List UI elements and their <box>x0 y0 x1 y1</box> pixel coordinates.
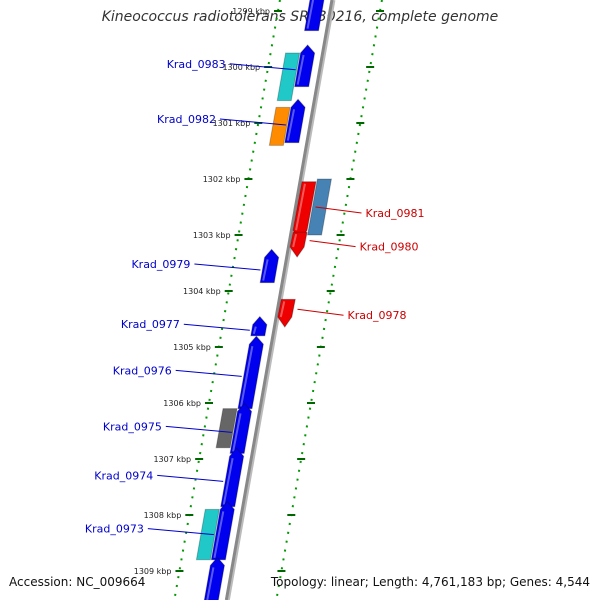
gene-label-leader <box>165 425 232 433</box>
genome-summary: Topology: linear; Length: 4,761,183 bp; … <box>270 575 590 589</box>
gene-label: Krad_0976 <box>113 364 172 377</box>
gene-label: Krad_0980 <box>360 241 419 254</box>
gene-label-leader <box>219 118 286 126</box>
axis-tick-label: 1302 kbp <box>203 175 241 184</box>
axis-tick-label: 1299 kbp <box>232 7 270 16</box>
gene-label-leader <box>297 308 344 316</box>
axis-tick-label: 1307 kbp <box>153 455 191 464</box>
gene-arrow-highlight <box>232 413 242 452</box>
gene-arrow-highlight <box>292 233 298 248</box>
gene-label: Krad_0982 <box>157 113 216 126</box>
gene-arrow-highlight <box>206 567 215 600</box>
gene-arrow-highlight <box>306 0 315 29</box>
gene-arrow <box>277 298 296 328</box>
axis-tick-label: 1300 kbp <box>222 63 260 72</box>
gene-label: Krad_0983 <box>167 58 226 71</box>
gene-arrow <box>303 0 325 32</box>
gene-label: Krad_0977 <box>121 318 180 331</box>
annotation-feature <box>215 408 238 449</box>
gene-arrow <box>250 315 268 337</box>
gene-label: Krad_0978 <box>348 309 407 322</box>
annotation-feature <box>195 508 220 561</box>
gene-label-leader <box>183 323 250 331</box>
map-title: Kineococcus radiotolerans SRS30216, comp… <box>101 9 499 25</box>
gene-label-leader <box>229 63 296 71</box>
gene-label-leader <box>175 369 242 377</box>
gene-arrow-highlight <box>286 109 296 141</box>
axis-tick-label: 1303 kbp <box>193 231 231 240</box>
gene-label: Krad_0974 <box>94 469 153 482</box>
axis-tick-label: 1301 kbp <box>213 119 251 128</box>
gene-label-leader <box>315 206 362 214</box>
gene-arrow-highlight <box>222 458 234 505</box>
gene-arrow <box>294 44 316 88</box>
gene-arrow <box>289 231 308 258</box>
gene-label-leader <box>309 240 356 248</box>
gene-label-leader <box>157 474 224 482</box>
axis-tick-label: 1306 kbp <box>163 399 201 408</box>
axis-tick-label: 1308 kbp <box>144 511 182 520</box>
annotation-feature <box>306 178 333 236</box>
gene-label-leader <box>147 528 214 536</box>
gene-arrow <box>203 556 225 600</box>
gene-label-leader <box>194 263 261 271</box>
gene-label: Krad_0981 <box>366 207 425 220</box>
axis-tick-label: 1305 kbp <box>173 343 211 352</box>
gene-arrow-highlight <box>252 326 257 335</box>
axis-tick-label: 1309 kbp <box>134 567 172 576</box>
gene-label: Krad_0973 <box>85 523 144 536</box>
axis-tick-label: 1304 kbp <box>183 287 221 296</box>
gene-arrow-highlight <box>279 301 286 318</box>
gene-arrow-highlight <box>296 54 305 85</box>
annotation-feature <box>268 106 291 146</box>
accession-label: Accession: NC_009664 <box>9 575 146 589</box>
gene-arrow-highlight <box>262 259 269 281</box>
genome-backbone <box>224 0 334 600</box>
gene-label: Krad_0979 <box>131 258 190 271</box>
gene-arrow-highlight <box>213 511 225 558</box>
gene-arrow-highlight <box>295 183 306 231</box>
gene-label: Krad_0975 <box>103 420 162 433</box>
gene-arrow-highlight <box>240 346 254 407</box>
gene-arrow <box>259 248 280 284</box>
gene-arrow <box>284 98 306 144</box>
annotation-feature <box>276 52 301 102</box>
